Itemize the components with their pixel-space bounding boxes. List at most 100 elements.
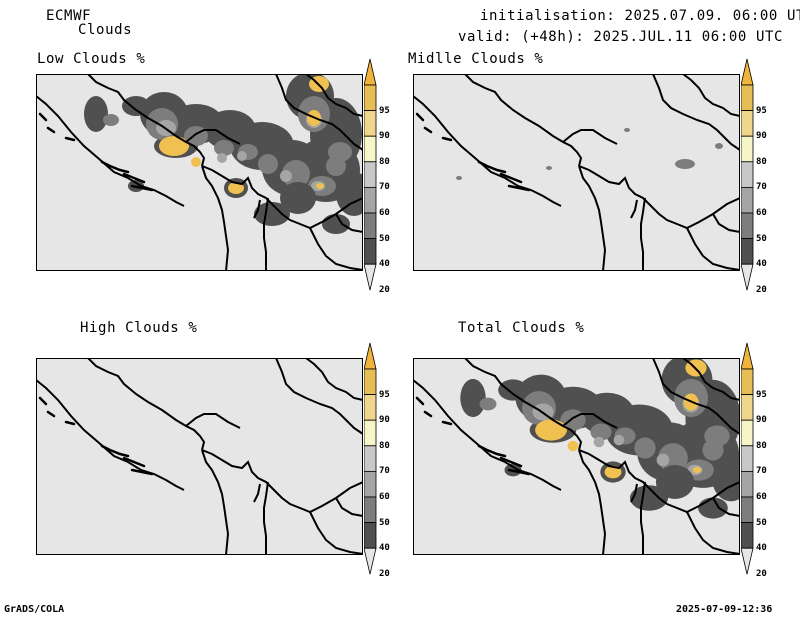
island bbox=[46, 126, 56, 134]
colorbar-svg bbox=[363, 58, 377, 291]
colorbar-segment bbox=[740, 186, 754, 214]
island bbox=[130, 468, 154, 476]
colorbar-tick-label: 50 bbox=[756, 517, 767, 528]
colorbar-segment bbox=[740, 84, 754, 111]
panel-title-high: High Clouds % bbox=[80, 320, 198, 336]
country-border bbox=[562, 129, 618, 145]
colorbar-segment bbox=[740, 445, 754, 472]
colorbar-tick-label: 70 bbox=[379, 466, 390, 477]
cloud-area bbox=[84, 96, 108, 132]
cloud-area bbox=[316, 183, 324, 189]
colorbar-tick-label: 95 bbox=[756, 389, 767, 400]
country-border bbox=[263, 197, 269, 271]
colorbar-segment bbox=[740, 238, 754, 265]
cloud-area bbox=[336, 172, 363, 216]
colorbar-segment bbox=[740, 496, 754, 523]
country-border bbox=[185, 129, 241, 145]
colorbar-segment bbox=[363, 161, 377, 188]
cloud-area bbox=[328, 142, 352, 162]
colorbar-tick-label: 50 bbox=[756, 233, 767, 244]
island bbox=[130, 184, 154, 192]
colorbar-tick-label: 90 bbox=[756, 415, 767, 426]
colorbar-svg bbox=[740, 58, 754, 291]
model-name: ECMWF bbox=[46, 8, 92, 24]
colorbar-segment bbox=[363, 135, 377, 163]
colorbar-segment bbox=[363, 522, 377, 549]
country-border bbox=[201, 449, 230, 555]
colorbar-tick-label: 70 bbox=[756, 182, 767, 193]
colorbar-segment bbox=[740, 212, 754, 239]
island bbox=[477, 444, 507, 458]
country-border bbox=[686, 511, 740, 555]
country-border bbox=[712, 213, 740, 233]
panel-title-total: Total Clouds % bbox=[458, 320, 585, 336]
colorbar-segment bbox=[363, 212, 377, 239]
colorbar-tick-label: 20 bbox=[756, 284, 767, 295]
country-border bbox=[185, 413, 241, 429]
colorbar-tick-label: 20 bbox=[756, 568, 767, 579]
colorbar-segment bbox=[363, 238, 377, 265]
country-border bbox=[464, 74, 583, 167]
cloud-area bbox=[322, 214, 350, 234]
colorbar-segment bbox=[740, 161, 754, 188]
island bbox=[415, 112, 425, 122]
colorbar-segment bbox=[740, 368, 754, 395]
product-name: Clouds bbox=[78, 22, 133, 38]
island bbox=[423, 410, 433, 418]
cloud-area bbox=[280, 182, 316, 214]
colorbar-middle: 20 40 50 60 70 80 90 95 bbox=[740, 58, 781, 295]
country-border bbox=[578, 449, 740, 514]
country-border bbox=[640, 197, 646, 271]
map-svg bbox=[36, 74, 363, 271]
cloud-area bbox=[613, 434, 625, 446]
colorbar-tick-label: 95 bbox=[379, 105, 390, 116]
colorbar-min-triangle bbox=[740, 547, 754, 575]
cloud-area bbox=[535, 419, 567, 441]
country-border bbox=[253, 483, 261, 503]
cloud-area bbox=[692, 466, 702, 474]
colorbar-tick-label: 50 bbox=[379, 233, 390, 244]
colorbar-segment bbox=[363, 470, 377, 498]
country-border bbox=[578, 165, 740, 230]
map-svg bbox=[413, 74, 740, 271]
colorbar-tick-label: 90 bbox=[379, 131, 390, 142]
map-total-clouds bbox=[413, 358, 740, 555]
country-border bbox=[275, 74, 363, 151]
country-border bbox=[562, 413, 618, 429]
map-frame bbox=[36, 74, 363, 271]
cloud-field bbox=[460, 358, 740, 519]
cloud-area bbox=[258, 154, 278, 174]
country-border bbox=[253, 199, 261, 219]
island bbox=[507, 468, 531, 476]
cloud-area bbox=[715, 143, 723, 149]
cloud-area bbox=[624, 128, 630, 132]
island bbox=[499, 172, 523, 184]
colorbar-max-triangle bbox=[740, 58, 754, 86]
colorbar-tick-label: 60 bbox=[379, 492, 390, 502]
colorbar-min-triangle bbox=[740, 263, 754, 291]
cloud-area bbox=[675, 159, 695, 169]
cloud-area bbox=[711, 454, 740, 502]
colorbar-segment bbox=[740, 522, 754, 549]
colorbar-max-triangle bbox=[363, 58, 377, 86]
colorbar-max-triangle bbox=[363, 342, 377, 370]
country-border bbox=[578, 449, 607, 555]
colorbar-svg bbox=[363, 342, 377, 575]
country-border bbox=[652, 358, 740, 435]
island bbox=[477, 160, 507, 174]
country-border bbox=[652, 74, 740, 151]
island bbox=[122, 172, 146, 184]
colorbar-segment bbox=[363, 110, 377, 137]
cloud-area bbox=[159, 136, 189, 156]
footer-timestamp: 2025-07-09-12:36 bbox=[676, 604, 773, 615]
cloud-area bbox=[593, 436, 605, 448]
country-border bbox=[630, 199, 638, 219]
colorbar-tick-label: 40 bbox=[756, 259, 767, 270]
cloud-area bbox=[704, 425, 730, 447]
coastline bbox=[36, 95, 185, 207]
colorbar-segment bbox=[363, 368, 377, 395]
island bbox=[122, 456, 146, 468]
country-border bbox=[464, 358, 583, 451]
map-svg bbox=[36, 358, 363, 555]
map-svg bbox=[413, 358, 740, 555]
